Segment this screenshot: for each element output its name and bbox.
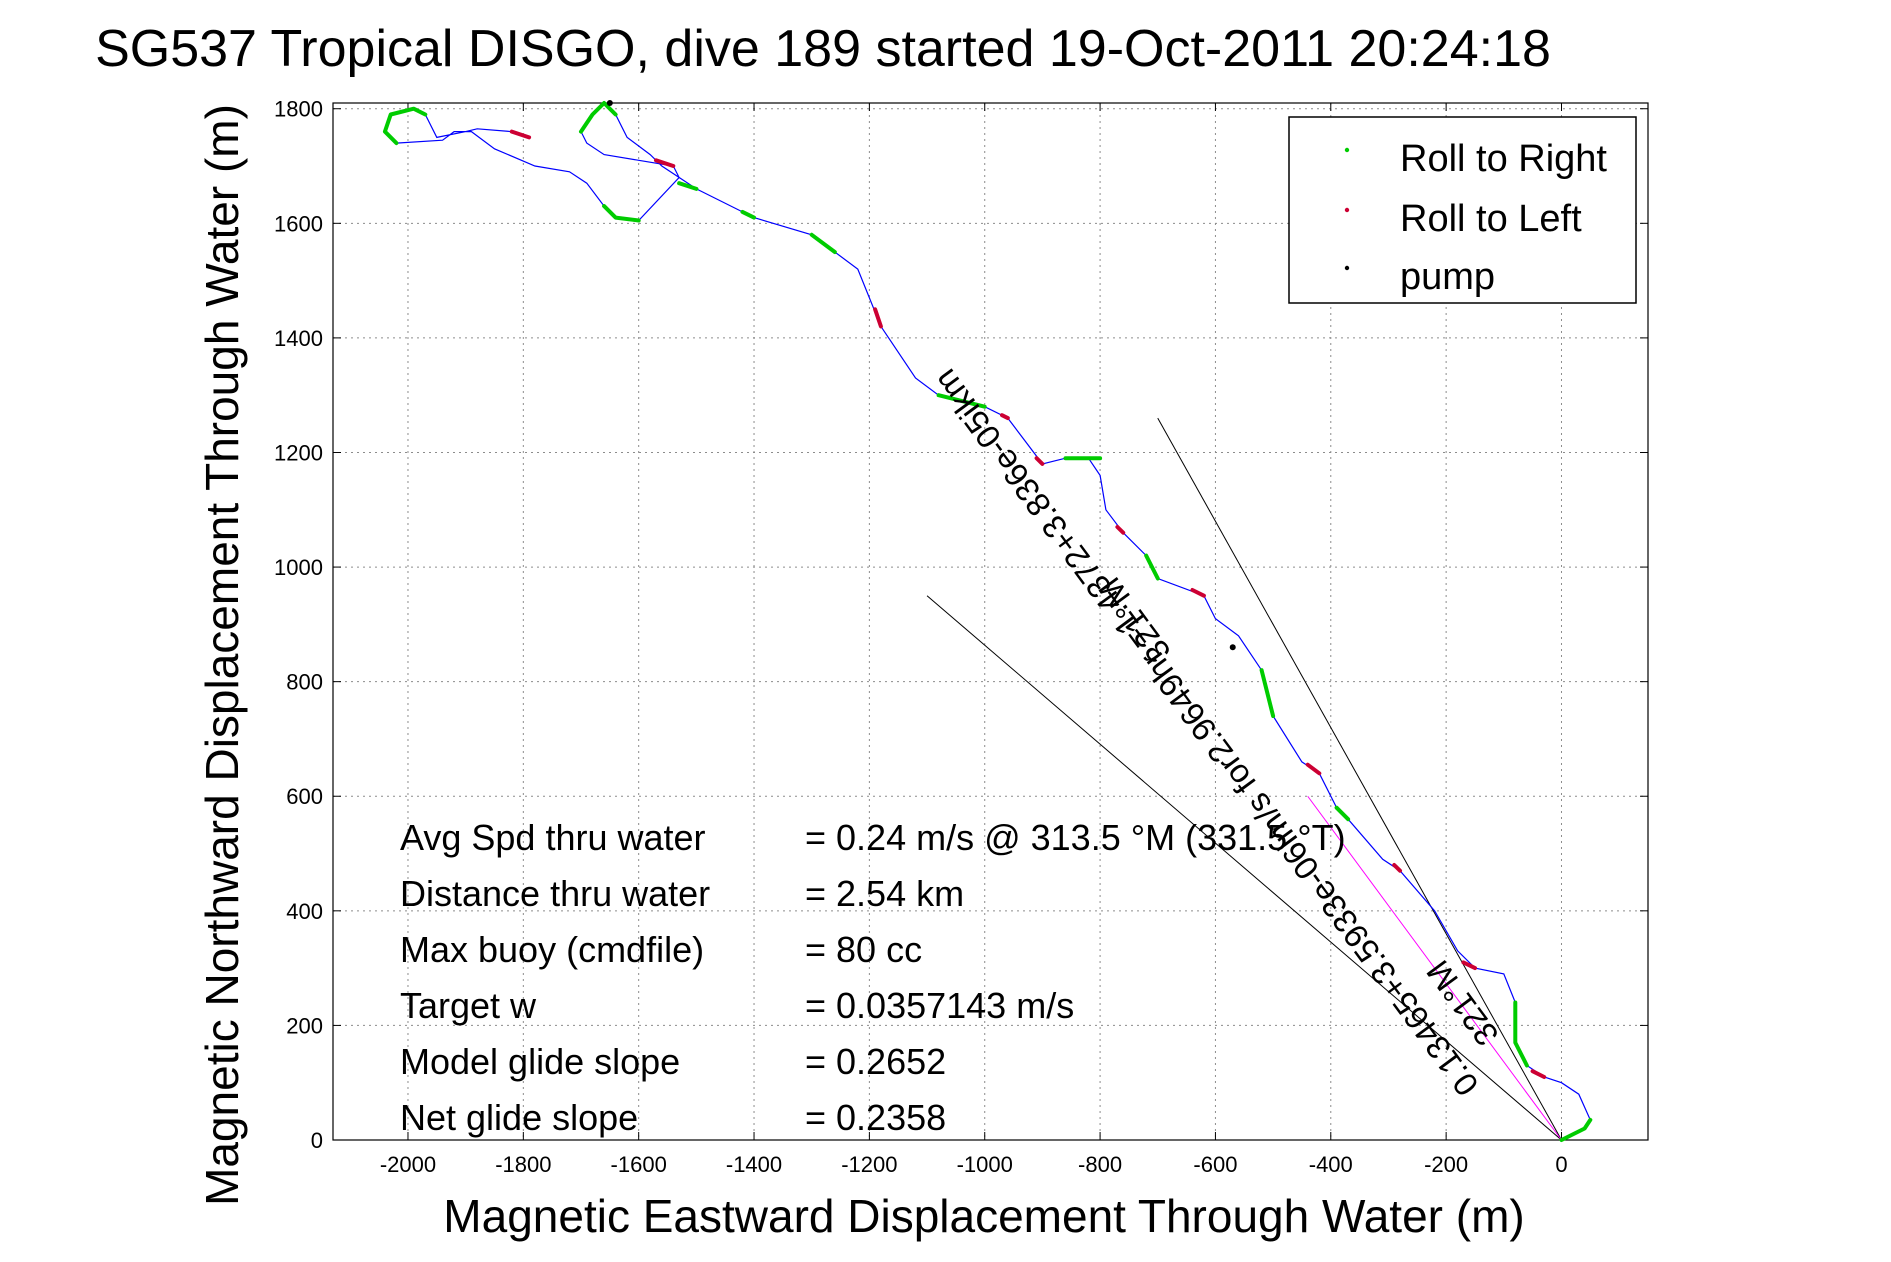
- roll-left-segment: [654, 158, 676, 168]
- y-tick-label: 1400: [274, 326, 323, 351]
- roll-left-segment: [1392, 863, 1402, 873]
- roll-left-segment: [1461, 960, 1477, 971]
- roll-left-segment: [1000, 413, 1010, 421]
- chart-title: SG537 Tropical DISGO, dive 189 started 1…: [95, 20, 1551, 78]
- roll-left-segment: [1190, 588, 1206, 598]
- reference-lines: [926, 417, 1562, 1141]
- bounding-line: [1157, 417, 1562, 1141]
- pump-point: [1229, 644, 1236, 651]
- stat-label-avg-spd: Avg Spd thru water: [400, 817, 706, 858]
- y-tick-label: 0: [311, 1128, 323, 1153]
- roll-right-segment: [1144, 553, 1160, 581]
- legend-marker-roll-right: [1344, 147, 1350, 153]
- x-tick-label: -200: [1424, 1152, 1468, 1177]
- track-line: [384, 102, 1591, 1141]
- tick-labels: -2000 -1800 -1600 -1400 -1200 -1000 -800 -600 -4…: [274, 97, 1568, 1177]
- roll-left-segment: [1305, 762, 1322, 776]
- roll-right-segment: [1334, 805, 1351, 822]
- bounding-line: [926, 595, 1562, 1141]
- x-axis-label: Magnetic Eastward Displacement Through W…: [443, 1190, 1524, 1242]
- x-tick-label: -1800: [495, 1152, 551, 1177]
- roll-right-segment: [1259, 668, 1276, 718]
- roll-right-segment: [809, 232, 837, 254]
- roll-right-segment: [1559, 1117, 1593, 1142]
- plot-frame: [332, 102, 1649, 1141]
- y-tick-label: 1000: [274, 555, 323, 580]
- legend-marker-pump: [1344, 265, 1350, 271]
- y-tick-label: 600: [286, 784, 323, 809]
- legend-marker-roll-left: [1344, 207, 1350, 213]
- stat-label-model-glide: Model glide slope: [400, 1041, 680, 1082]
- stat-value-avg-spd: = 0.24 m/s @ 313.5 °M (331.5 °T): [805, 817, 1346, 858]
- stat-label-distance: Distance thru water: [400, 873, 710, 914]
- roll-left-segment: [1034, 456, 1045, 466]
- roll-segments: [382, 100, 1593, 1142]
- stat-value-distance: = 2.54 km: [805, 873, 964, 914]
- y-tick-label: 800: [286, 670, 323, 695]
- stat-label-target-w: Target w: [400, 985, 537, 1026]
- y-tick-label: 1800: [274, 97, 323, 122]
- stat-label-net-glide: Net glide slope: [400, 1097, 638, 1138]
- y-axis-label: Magnetic Northward Displacement Through …: [196, 104, 248, 1206]
- y-tick-label: 1200: [274, 440, 323, 465]
- x-tick-label: -600: [1193, 1152, 1237, 1177]
- roll-right-segment: [602, 204, 641, 223]
- axes: [332, 102, 1649, 1141]
- roll-right-segment: [677, 181, 699, 191]
- x-tick-label: -1000: [957, 1152, 1013, 1177]
- legend-label-pump: pump: [1400, 256, 1495, 298]
- y-tick-label: 400: [286, 899, 323, 924]
- x-tick-label: -1600: [611, 1152, 667, 1177]
- legend: Roll to Right Roll to Left pump: [1288, 116, 1637, 304]
- roll-right-segment: [740, 209, 756, 220]
- roll-right-segment: [382, 106, 428, 146]
- x-tick-label: -1200: [841, 1152, 897, 1177]
- roll-right-segment: [1513, 1000, 1529, 1068]
- roll-left-segment: [1530, 1069, 1547, 1079]
- stat-value-net-glide: = 0.2358: [805, 1097, 946, 1138]
- x-tick-label: -2000: [380, 1152, 436, 1177]
- stats-block: Avg Spd thru water = 0.24 m/s @ 313.5 °M…: [400, 817, 1346, 1138]
- roll-left-segment: [873, 307, 883, 329]
- net-heading-line: [1307, 795, 1562, 1141]
- track: [384, 102, 1591, 1141]
- legend-label-roll-left: Roll to Left: [1400, 198, 1582, 240]
- stat-label-max-buoy: Max buoy (cmdfile): [400, 929, 704, 970]
- x-tick-label: -1400: [726, 1152, 782, 1177]
- stat-value-target-w: = 0.0357143 m/s: [805, 985, 1074, 1026]
- x-tick-label: -400: [1309, 1152, 1353, 1177]
- roll-left-segment: [509, 129, 532, 140]
- roll-right-segment: [936, 393, 987, 409]
- roll-left-segment: [1115, 525, 1126, 535]
- stat-value-model-glide: = 0.2652: [805, 1041, 946, 1082]
- legend-label-roll-right: Roll to Right: [1400, 138, 1607, 180]
- y-tick-label: 1600: [274, 211, 323, 236]
- pump-point: [606, 100, 613, 106]
- x-tick-label: 0: [1555, 1152, 1567, 1177]
- grid: [333, 103, 1648, 1141]
- roll-right-segment: [579, 101, 618, 134]
- x-tick-label: -800: [1078, 1152, 1122, 1177]
- y-tick-label: 200: [286, 1013, 323, 1038]
- stat-value-max-buoy: = 80 cc: [805, 929, 922, 970]
